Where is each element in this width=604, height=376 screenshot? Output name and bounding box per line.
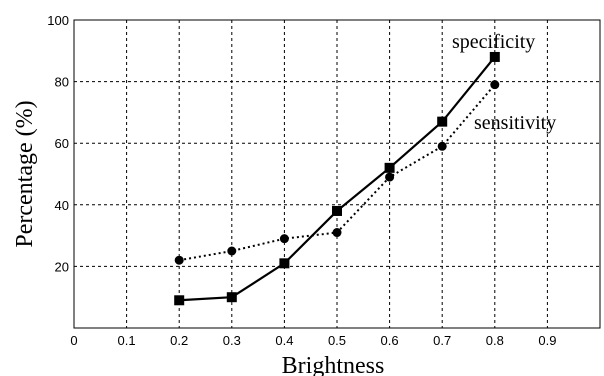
data-point-sensitivity [490,80,500,90]
x-axis-title: Brightness [282,353,385,376]
x-tick-label: 0.3 [223,333,241,348]
x-tick-label: 0.9 [538,333,556,348]
x-tick-label: 0.4 [275,333,293,348]
x-tick-label: 0.2 [170,333,188,348]
y-tick-label: 40 [55,198,69,213]
x-tick-label: 0.8 [486,333,504,348]
data-point-sensitivity [332,228,342,238]
data-point-specificity [332,205,342,216]
data-point-specificity [437,116,448,127]
x-axis-ticks: 0 0.1 0.2 0.3 0.4 0.5 0.6 0.7 0.8 0.9 [70,333,556,348]
data-point-specificity [174,295,185,306]
data-point-specificity [384,162,395,173]
data-point-specificity [226,292,237,303]
data-point-specificity [489,51,500,62]
plot-frame [73,19,601,329]
data-point-specificity [279,258,290,269]
y-tick-label: 20 [55,259,69,274]
y-axis-ticks: 20 40 60 80 100 [47,13,69,274]
series-label-sensitivity: sensitivity [474,112,556,134]
y-tick-label: 100 [47,13,69,28]
data-point-sensitivity [279,234,289,244]
x-tick-label: 0.1 [118,333,136,348]
grid [74,20,600,328]
x-tick-label: 0.6 [381,333,399,348]
y-tick-label: 60 [55,136,69,151]
y-axis-title: Percentage (%) [12,100,38,247]
data-point-sensitivity [437,141,447,151]
x-tick-label: 0 [70,333,77,348]
x-tick-label: 0.7 [433,333,451,348]
data-point-sensitivity [227,246,237,256]
series-label-specificity: specificity [452,31,535,53]
data-point-sensitivity [174,255,184,265]
y-tick-label: 80 [55,75,69,90]
data-point-sensitivity [385,172,395,182]
x-tick-label: 0.5 [328,333,346,348]
series-group [174,51,500,306]
